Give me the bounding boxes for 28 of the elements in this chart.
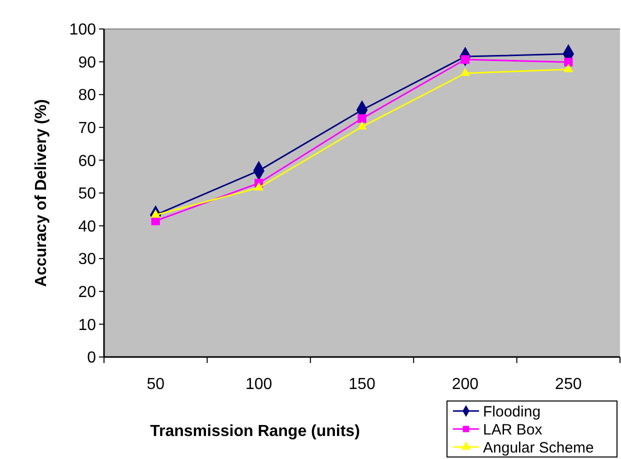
y-tick-label: 60	[78, 152, 96, 170]
point	[460, 68, 470, 76]
y-tick-label: 0	[87, 350, 96, 367]
x-tick-label: 100	[245, 376, 272, 393]
y-tick-label: 100	[69, 22, 96, 39]
point	[150, 209, 160, 218]
x-axis-title: Transmission Range (units)	[150, 423, 360, 440]
point	[564, 58, 573, 66]
x-tick-label: 200	[452, 376, 479, 393]
y-tick-label: 70	[78, 120, 96, 137]
point	[357, 121, 367, 130]
legend-label: Flooding	[483, 403, 541, 420]
point	[254, 182, 264, 191]
y-axis-title: Accuracy of Delivery (%)	[33, 99, 50, 287]
point	[564, 64, 574, 72]
legend-label: Angular Scheme	[483, 439, 594, 456]
y-tick-label: 80	[78, 87, 96, 104]
x-tick-label: 50	[146, 376, 165, 393]
y-tick-label: 90	[78, 54, 96, 72]
y-tick-label: 40	[78, 218, 96, 236]
y-tick-label: 30	[78, 251, 96, 268]
y-tick-label: 20	[78, 284, 96, 301]
legend-label: LAR Box	[483, 421, 543, 438]
y-tick-label: 50	[78, 186, 96, 203]
y-tick-label: 10	[78, 316, 96, 334]
x-tick-label: 250	[555, 376, 582, 393]
point	[358, 114, 366, 123]
x-tick-label: 150	[348, 376, 376, 393]
